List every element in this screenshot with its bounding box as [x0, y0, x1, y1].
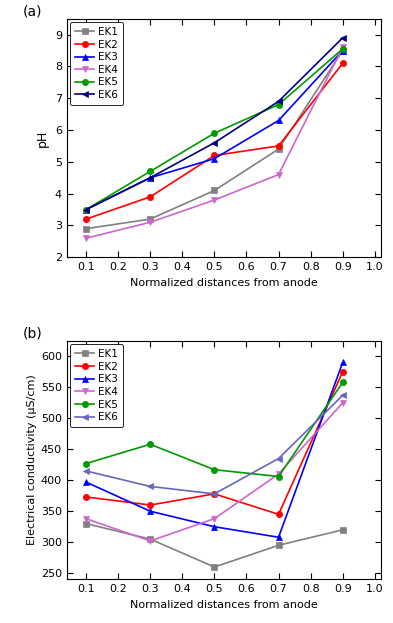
EK5 — [212, 466, 217, 473]
EK5 — [84, 460, 88, 467]
EK2 — [276, 142, 281, 150]
Line: EK1: EK1 — [83, 47, 346, 232]
EK6 — [212, 490, 217, 498]
Y-axis label: pH: pH — [36, 130, 49, 146]
EK6 — [340, 34, 345, 42]
EK3 — [340, 359, 345, 366]
EK2 — [212, 490, 217, 498]
EK3 — [84, 206, 88, 213]
EK4 — [212, 196, 217, 204]
EK2 — [340, 368, 345, 376]
X-axis label: Normalized distances from anode: Normalized distances from anode — [130, 600, 318, 610]
EK1 — [84, 225, 88, 232]
Y-axis label: Electrical conductivity (μS/cm): Electrical conductivity (μS/cm) — [27, 374, 37, 546]
EK1 — [276, 541, 281, 549]
EK6 — [148, 174, 152, 181]
EK6 — [276, 455, 281, 462]
EK3 — [148, 508, 152, 515]
EK6 — [276, 98, 281, 105]
Line: EK3: EK3 — [83, 47, 346, 212]
EK3 — [148, 174, 152, 181]
EK1 — [148, 535, 152, 543]
EK3 — [340, 47, 345, 54]
EK2 — [340, 59, 345, 67]
EK6 — [84, 206, 88, 213]
Line: EK5: EK5 — [83, 379, 346, 480]
EK1 — [340, 526, 345, 533]
Line: EK1: EK1 — [83, 520, 346, 570]
EK6 — [212, 139, 217, 146]
EK1 — [212, 563, 217, 571]
EK2 — [84, 493, 88, 501]
EK1 — [340, 47, 345, 54]
EK5 — [340, 45, 345, 53]
EK3 — [84, 478, 88, 486]
EK5 — [148, 168, 152, 175]
Text: (a): (a) — [23, 5, 42, 19]
EK5 — [212, 130, 217, 137]
Line: EK3: EK3 — [83, 359, 346, 540]
Line: EK2: EK2 — [83, 60, 346, 222]
EK6 — [340, 392, 345, 399]
Text: (b): (b) — [23, 327, 42, 341]
EK4 — [340, 399, 345, 406]
EK1 — [276, 145, 281, 153]
EK6 — [84, 467, 88, 475]
X-axis label: Normalized distances from anode: Normalized distances from anode — [130, 278, 318, 288]
EK2 — [148, 502, 152, 509]
EK4 — [148, 219, 152, 226]
EK1 — [148, 216, 152, 223]
EK4 — [148, 537, 152, 545]
Line: EK4: EK4 — [83, 44, 346, 241]
Line: EK4: EK4 — [83, 399, 346, 544]
EK5 — [276, 473, 281, 480]
Line: EK5: EK5 — [83, 45, 346, 212]
EK2 — [212, 152, 217, 159]
EK4 — [212, 515, 217, 523]
EK4 — [276, 470, 281, 478]
EK4 — [276, 171, 281, 178]
EK1 — [212, 187, 217, 194]
EK5 — [148, 440, 152, 448]
EK4 — [84, 234, 88, 242]
EK5 — [276, 101, 281, 108]
EK4 — [340, 44, 345, 51]
Legend: EK1, EK2, EK3, EK4, EK5, EK6: EK1, EK2, EK3, EK4, EK5, EK6 — [70, 22, 123, 105]
EK2 — [84, 216, 88, 223]
EK6 — [148, 483, 152, 490]
EK3 — [276, 117, 281, 124]
EK2 — [148, 193, 152, 201]
EK4 — [84, 515, 88, 523]
EK3 — [276, 533, 281, 541]
Legend: EK1, EK2, EK3, EK4, EK5, EK6: EK1, EK2, EK3, EK4, EK5, EK6 — [70, 344, 123, 427]
EK5 — [340, 379, 345, 386]
EK3 — [212, 155, 217, 163]
Line: EK6: EK6 — [83, 392, 346, 497]
Line: EK6: EK6 — [83, 35, 346, 212]
EK2 — [276, 511, 281, 518]
EK5 — [84, 206, 88, 213]
Line: EK2: EK2 — [83, 369, 346, 518]
EK3 — [212, 523, 217, 530]
EK1 — [84, 520, 88, 527]
